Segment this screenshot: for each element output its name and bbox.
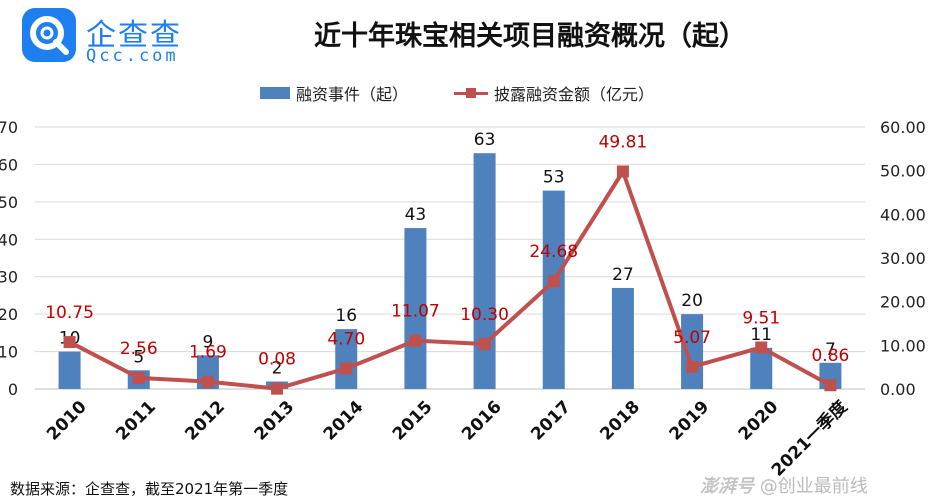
x-tick-label: 2017 <box>527 397 575 445</box>
y-left-tick-label: 40 <box>0 230 18 249</box>
bar <box>750 347 773 389</box>
bar-value-label: 53 <box>543 168 565 188</box>
y-right-tick-label: 60.00 <box>880 118 926 137</box>
line-marker <box>478 338 491 351</box>
source-note: 数据来源：企查查，截至2021年第一季度 <box>10 480 289 498</box>
x-tick-label: 2020 <box>735 397 783 445</box>
chart-title: 近十年珠宝相关项目融资概况（起） <box>314 21 746 52</box>
y-right-tick-label: 10.00 <box>880 336 926 355</box>
x-tick-label: 2018 <box>596 397 644 445</box>
x-tick-label: 2013 <box>251 397 299 445</box>
logo-domain: Qcc.com <box>86 46 179 66</box>
line-marker <box>132 371 145 384</box>
bar-value-label: 43 <box>405 205 427 225</box>
x-tick-label: 2016 <box>458 397 506 445</box>
amount-line <box>68 169 832 391</box>
x-tick-label: 2015 <box>389 397 437 445</box>
bar-value-label: 2 <box>272 359 283 379</box>
bar <box>611 287 634 389</box>
legend-label-bar: 融资事件（起） <box>296 85 409 104</box>
watermark-text: @创业最前线 <box>759 476 868 497</box>
y-left-tick-label: 50 <box>0 193 18 212</box>
line-marker <box>616 165 629 178</box>
y-left-tick-label: 10 <box>0 343 18 362</box>
y-left-tick-label: 0 <box>8 380 18 399</box>
x-tick-label: 2012 <box>181 397 229 445</box>
bar-value-label: 5 <box>133 347 144 367</box>
qcc-logo-icon <box>22 8 76 62</box>
bar <box>473 153 496 389</box>
line-value-label: 11.07 <box>391 302 440 322</box>
legend-item-bar: 融资事件（起） <box>260 81 408 105</box>
y-right-tick-label: 50.00 <box>880 162 926 181</box>
line-marker <box>340 362 353 375</box>
y-left-tick-label: 60 <box>0 155 18 174</box>
legend-label-line: 披露融资金额（亿元） <box>494 85 655 104</box>
line-value-label: 0.08 <box>258 350 296 370</box>
y-left-tick-label: 70 <box>0 118 18 137</box>
bar-value-label: 11 <box>750 325 772 345</box>
line-marker <box>201 375 214 388</box>
line-value-label: 4.70 <box>327 329 365 349</box>
bar <box>58 351 81 389</box>
line-marker <box>63 336 76 349</box>
line-value-label: 49.81 <box>599 132 648 152</box>
watermark-brand: 澎湃号 <box>700 476 754 497</box>
y-right-tick-label: 0.00 <box>880 380 916 399</box>
x-tick-label: 2019 <box>666 397 714 445</box>
y-right-tick-label: 30.00 <box>880 249 926 268</box>
bar <box>681 314 704 389</box>
y-right-tick-label: 20.00 <box>880 293 926 312</box>
legend-swatch-line <box>454 87 488 99</box>
bar-value-label: 20 <box>681 291 703 311</box>
bar-value-label: 63 <box>474 130 496 150</box>
logo-name: 企查查 <box>86 18 182 53</box>
qcc-logo: 企查查 Qcc.com <box>22 8 192 68</box>
bar <box>404 228 427 389</box>
line-value-label: 9.51 <box>742 308 780 328</box>
line-marker <box>824 379 837 392</box>
legend-swatch-bar <box>260 87 290 99</box>
bar-value-label: 9 <box>203 332 214 352</box>
line-value-label: 2.56 <box>120 339 158 359</box>
line-value-label: 24.68 <box>529 242 578 262</box>
bar-value-label: 7 <box>825 340 836 360</box>
line-value-label: 10.75 <box>45 303 94 323</box>
line-marker <box>409 334 422 347</box>
bar-value-label: 27 <box>612 265 634 285</box>
x-tick-label: 2011 <box>112 397 160 445</box>
legend-item-line: 披露融资金额（亿元） <box>454 81 654 105</box>
line-value-label: 1.69 <box>189 343 227 363</box>
y-left-tick-label: 20 <box>0 305 18 324</box>
y-left-tick-label: 30 <box>0 268 18 287</box>
line-marker <box>755 341 768 354</box>
chart-legend: 融资事件（起） 披露融资金额（亿元） <box>0 81 941 105</box>
y-right-tick-label: 40.00 <box>880 205 926 224</box>
line-marker <box>547 275 560 288</box>
x-tick-label: 2010 <box>43 397 91 445</box>
bar-value-label: 16 <box>335 306 357 326</box>
line-value-label: 5.07 <box>673 328 711 348</box>
x-tick-label: 2014 <box>320 397 368 445</box>
x-tick-label: 2021一季度 <box>767 396 852 481</box>
line-marker <box>686 360 699 373</box>
line-value-label: 10.30 <box>460 305 509 325</box>
line-marker <box>271 382 284 395</box>
line-value-label: 0.86 <box>811 346 849 366</box>
watermark: 澎湃号 @创业最前线 <box>700 472 868 498</box>
bar <box>542 190 565 389</box>
